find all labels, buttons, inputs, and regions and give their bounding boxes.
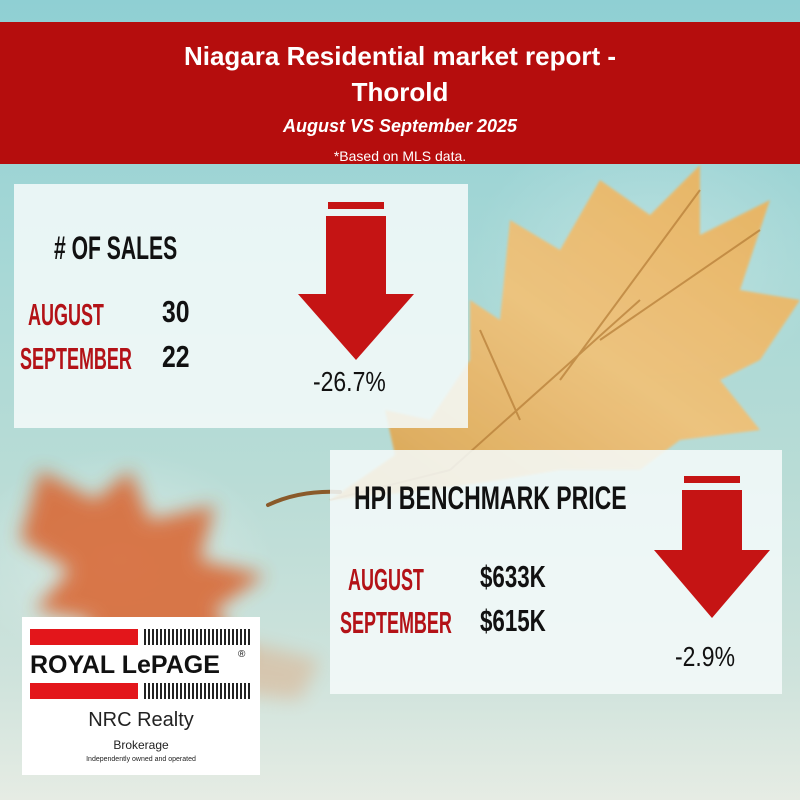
hpi-august-label: AUGUST bbox=[348, 562, 424, 597]
office-tagline: Independently owned and operated bbox=[86, 756, 196, 763]
hpi-september-label: SEPTEMBER bbox=[340, 605, 452, 640]
report-subtitle: August VS September 2025 bbox=[282, 116, 518, 136]
sales-september-value: 22 bbox=[162, 339, 190, 374]
report-title: Niagara Residential market report - Thor… bbox=[0, 38, 800, 110]
office-type: Brokerage bbox=[113, 738, 169, 752]
office-name: NRC Realty bbox=[88, 709, 194, 731]
logo-barcode-bottom bbox=[144, 683, 250, 699]
report-title-line1: Niagara Residential market report - bbox=[183, 41, 617, 71]
registered-mark: ® bbox=[238, 649, 246, 660]
sales-september-label: SEPTEMBER bbox=[20, 341, 132, 376]
hpi-change-percent: -2.9% bbox=[675, 641, 735, 672]
logo-brand-name: ROYAL LePAGE bbox=[30, 651, 220, 679]
sales-down-arrow-icon bbox=[298, 202, 414, 360]
sales-august-label: AUGUST bbox=[28, 297, 104, 332]
report-title-line2: Thorold bbox=[351, 77, 449, 107]
sales-august-value: 30 bbox=[162, 294, 190, 329]
sales-change-percent: -26.7% bbox=[313, 366, 386, 397]
data-source-note: *Based on MLS data. bbox=[333, 148, 467, 164]
logo-barcode-top bbox=[144, 629, 250, 645]
hpi-september-value: $615K bbox=[480, 603, 546, 638]
hpi-down-arrow-icon bbox=[654, 476, 770, 618]
logo-red-bar-top bbox=[30, 629, 138, 645]
royal-lepage-logo: ROYAL LePAGE ® NRC Realty Brokerage Inde… bbox=[22, 617, 260, 775]
logo-red-bar-bottom bbox=[30, 683, 138, 699]
hpi-panel: HPI BENCHMARK PRICE AUGUST $633K SEPTEMB… bbox=[330, 450, 782, 694]
report-header: Niagara Residential market report - Thor… bbox=[0, 22, 800, 164]
hpi-heading: HPI BENCHMARK PRICE bbox=[354, 480, 627, 516]
hpi-august-value: $633K bbox=[480, 559, 546, 594]
sales-heading: # OF SALES bbox=[54, 230, 178, 266]
sales-panel: # OF SALES AUGUST 30 SEPTEMBER 22 -26.7% bbox=[14, 184, 468, 428]
